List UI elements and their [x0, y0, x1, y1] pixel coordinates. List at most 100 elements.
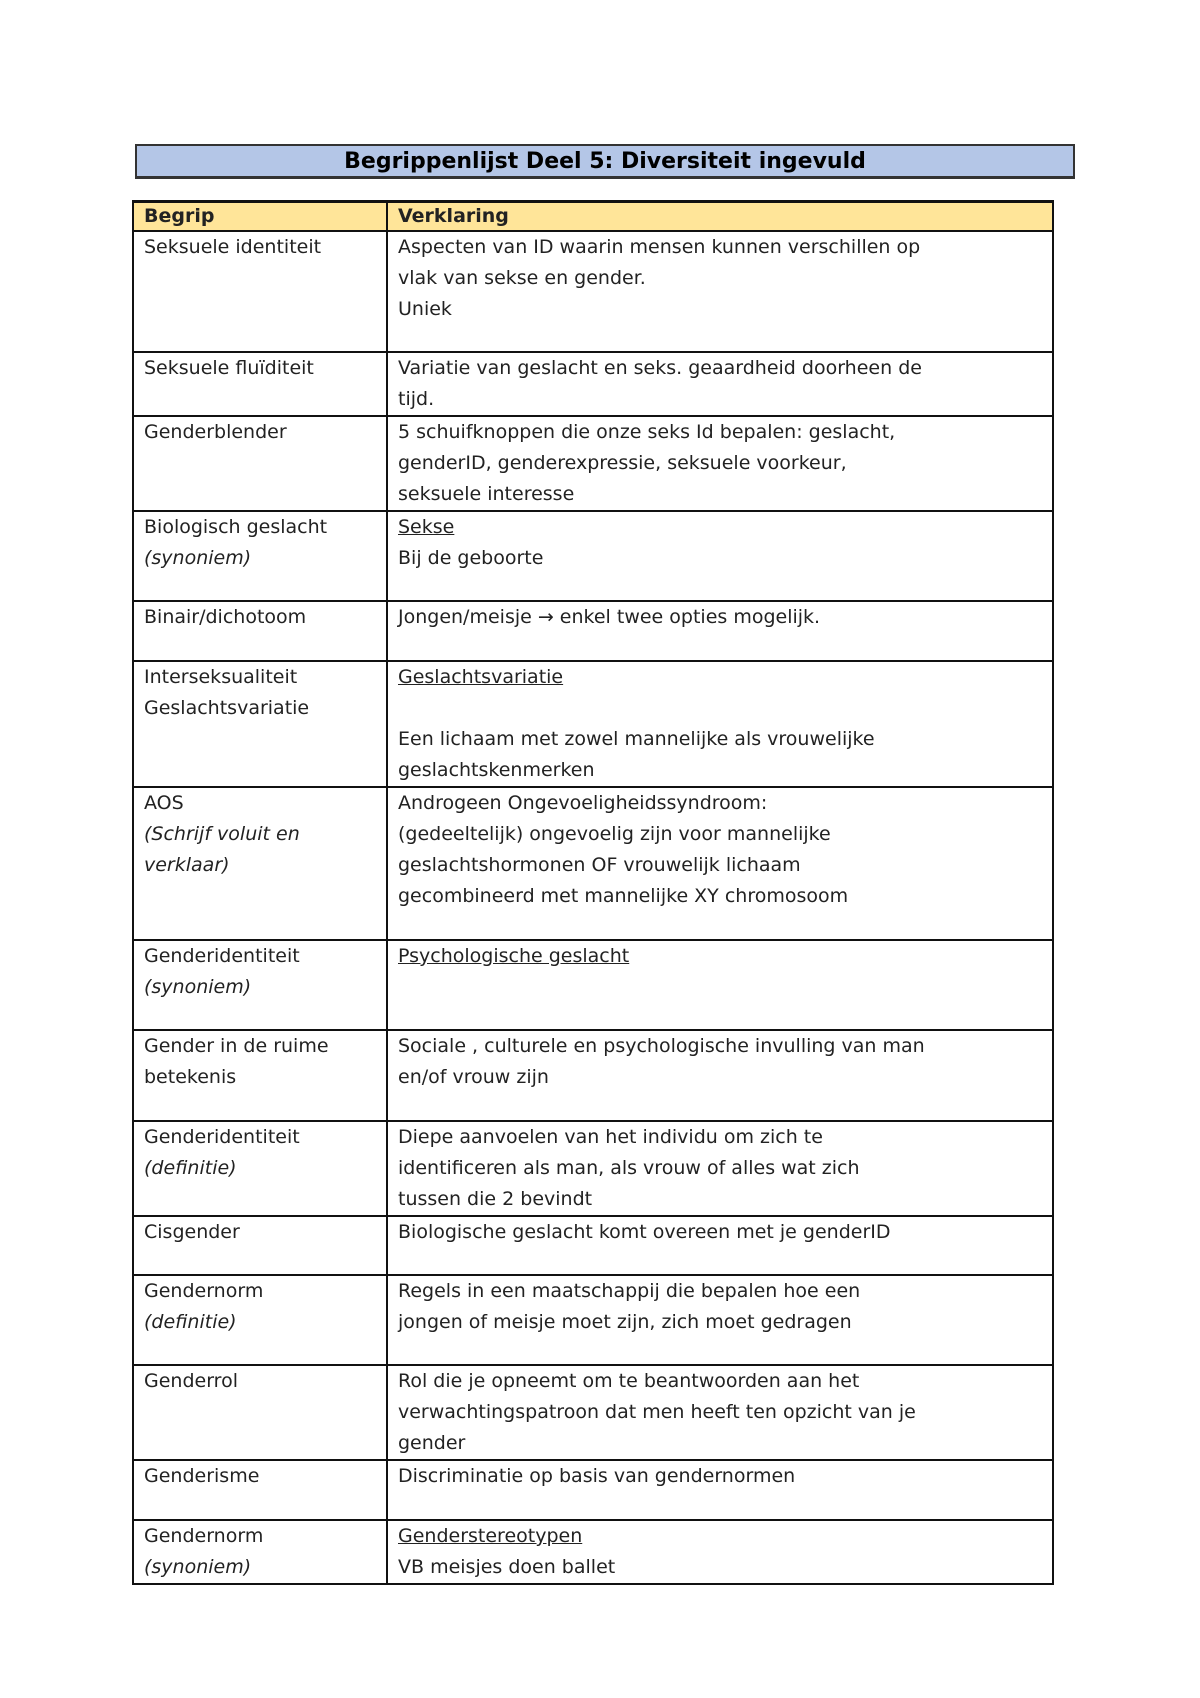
table-row: Genderidentiteit (definitie) Diepe aanvoel…	[132, 1120, 1054, 1217]
definition-line: Aspecten van ID waarin mensen kunnen ver…	[398, 236, 921, 258]
term-line: (synoniem)	[144, 976, 252, 998]
term-line: (synoniem)	[144, 1556, 252, 1578]
table-row: Cisgender Biologische geslacht komt overe…	[132, 1215, 1054, 1276]
term-cell: Biologisch geslacht (synoniem)	[132, 510, 388, 602]
definition-line: verwachtingspatroon dat men heeft ten op…	[398, 1401, 916, 1423]
term-line: Cisgender	[144, 1221, 240, 1243]
definition-cell: Jongen/meisje → enkel twee opties mogeli…	[386, 600, 1054, 662]
term-line: verklaar)	[144, 854, 230, 876]
definition-line: VB meisjes doen ballet	[398, 1556, 616, 1578]
term-line: Gendernorm	[144, 1525, 264, 1547]
table-row: Gendernorm (synoniem) Genderstereotypen VB …	[132, 1519, 1054, 1585]
definition-cell: Discriminatie op basis van gendernormen	[386, 1459, 1054, 1521]
header-begrip: Begrip	[132, 200, 388, 232]
definition-line: Een lichaam met zowel mannelijke als vro…	[398, 728, 875, 750]
definition-line: vlak van sekse en gender.	[398, 267, 646, 289]
definition-line: Sociale , culturele en psychologische in…	[398, 1035, 925, 1057]
table-row: Gender in de ruime betekenis Sociale , cul…	[132, 1029, 1054, 1122]
definition-line: gender	[398, 1432, 466, 1454]
term-line: Genderidentiteit	[144, 1126, 300, 1148]
definition-line: 5 schuifknoppen die onze seks Id bepalen…	[398, 421, 896, 443]
definition-line	[398, 693, 1042, 724]
definition-line: Sekse	[398, 516, 455, 538]
definition-cell: Variatie van geslacht en seks. geaardhei…	[386, 351, 1054, 417]
term-line: Gendernorm	[144, 1280, 264, 1302]
term-cell: Genderisme	[132, 1459, 388, 1521]
definition-cell: Genderstereotypen VB meisjes doen ballet	[386, 1519, 1054, 1585]
table-row: Genderidentiteit (synoniem) Psychologische…	[132, 939, 1054, 1031]
term-line: AOS	[144, 792, 184, 814]
definition-line: Variatie van geslacht en seks. geaardhei…	[398, 357, 922, 379]
definition-cell: Rol die je opneemt om te beantwoorden aa…	[386, 1364, 1054, 1461]
table-row: Gendernorm (definitie) Regels in een maats…	[132, 1274, 1054, 1366]
definition-line: Psychologische geslacht	[398, 945, 630, 967]
term-cell: Genderidentiteit (definitie)	[132, 1120, 388, 1217]
table-row: Biologisch geslacht (synoniem) Sekse Bij d…	[132, 510, 1054, 602]
term-line: Biologisch geslacht	[144, 516, 328, 538]
term-line: Seksuele identiteit	[144, 236, 322, 258]
term-cell: Interseksualiteit Geslachtsvariatie	[132, 660, 388, 788]
term-line: Genderrol	[144, 1370, 238, 1392]
term-line: (Schrijf voluit en	[144, 823, 300, 845]
term-cell: Genderidentiteit (synoniem)	[132, 939, 388, 1031]
term-line: Genderidentiteit	[144, 945, 300, 967]
definition-line: tussen die 2 bevindt	[398, 1188, 593, 1210]
table-row: Seksuele fluïditeit Variatie van geslacht…	[132, 351, 1054, 417]
definition-line: identificeren als man, als vrouw of alle…	[398, 1157, 860, 1179]
term-cell: Cisgender	[132, 1215, 388, 1276]
header-verklaring: Verklaring	[386, 200, 1054, 232]
term-cell: Seksuele fluïditeit	[132, 351, 388, 417]
definition-line: (gedeeltelijk) ongevoelig zijn voor mann…	[398, 823, 831, 845]
term-line: Interseksualiteit	[144, 666, 298, 688]
term-line: Genderblender	[144, 421, 287, 443]
term-line: Genderisme	[144, 1465, 260, 1487]
definition-line: Androgeen Ongevoeligheidssyndroom:	[398, 792, 768, 814]
term-cell: Gendernorm (synoniem)	[132, 1519, 388, 1585]
definition-line: genderID, genderexpressie, seksuele voor…	[398, 452, 847, 474]
term-line: Geslachtsvariatie	[144, 697, 310, 719]
definition-cell: Biologische geslacht komt overeen met je…	[386, 1215, 1054, 1276]
definition-line: jongen of meisje moet zijn, zich moet ge…	[398, 1311, 852, 1333]
definition-cell: Androgeen Ongevoeligheidssyndroom: (gedee…	[386, 786, 1054, 941]
definition-line: Biologische geslacht komt overeen met je…	[398, 1221, 891, 1243]
term-cell: Gender in de ruime betekenis	[132, 1029, 388, 1122]
definition-line: Diepe aanvoelen van het individu om zich…	[398, 1126, 823, 1148]
definition-line: Genderstereotypen	[398, 1525, 583, 1547]
table-row: Genderblender 5 schuifknoppen die onze se…	[132, 415, 1054, 512]
definition-line: Rol die je opneemt om te beantwoorden aa…	[398, 1370, 860, 1392]
table-row: Seksuele identiteit Aspecten van ID waari…	[132, 230, 1054, 353]
table-row: Genderrol Rol die je opneemt om te beantw…	[132, 1364, 1054, 1461]
term-line: betekenis	[144, 1066, 237, 1088]
definition-cell: Sekse Bij de geboorte	[386, 510, 1054, 602]
definition-cell: Diepe aanvoelen van het individu om zich…	[386, 1120, 1054, 1217]
definition-line: geslachtshormonen OF vrouwelijk lichaam	[398, 854, 801, 876]
term-cell: Gendernorm (definitie)	[132, 1274, 388, 1366]
definition-line: Regels in een maatschappij die bepalen h…	[398, 1280, 861, 1302]
term-cell: Genderrol	[132, 1364, 388, 1461]
definition-line: gecombineerd met mannelijke XY chromosoo…	[398, 885, 849, 907]
term-line: (definitie)	[144, 1157, 237, 1179]
table-row: Binair/dichotoom Jongen/meisje → enkel tw…	[132, 600, 1054, 662]
definition-line: Geslachtsvariatie	[398, 666, 564, 688]
definition-cell: 5 schuifknoppen die onze seks Id bepalen…	[386, 415, 1054, 512]
definition-line: Discriminatie op basis van gendernormen	[398, 1465, 796, 1487]
definition-line: en/of vrouw zijn	[398, 1066, 549, 1088]
table-header-row: Begrip Verklaring	[132, 200, 1054, 232]
term-cell: Genderblender	[132, 415, 388, 512]
definition-line: Jongen/meisje → enkel twee opties mogeli…	[398, 606, 821, 628]
glossary-table: Begrip Verklaring Seksuele identiteit Asp…	[132, 200, 1054, 1585]
term-line: (definitie)	[144, 1311, 237, 1333]
definition-line: seksuele interesse	[398, 483, 575, 505]
table-row: Genderisme Discriminatie op basis van gen…	[132, 1459, 1054, 1521]
term-line: Binair/dichotoom	[144, 606, 307, 628]
term-cell: Binair/dichotoom	[132, 600, 388, 662]
definition-cell: Psychologische geslacht	[386, 939, 1054, 1031]
term-cell: Seksuele identiteit	[132, 230, 388, 353]
term-line: (synoniem)	[144, 547, 252, 569]
term-line: Seksuele fluïditeit	[144, 357, 314, 379]
definition-line: Bij de geboorte	[398, 547, 544, 569]
definition-cell: Aspecten van ID waarin mensen kunnen ver…	[386, 230, 1054, 353]
definition-cell: Geslachtsvariatie Een lichaam met zowel m…	[386, 660, 1054, 788]
definition-line: Uniek	[398, 298, 452, 320]
definition-line: tijd.	[398, 388, 435, 410]
